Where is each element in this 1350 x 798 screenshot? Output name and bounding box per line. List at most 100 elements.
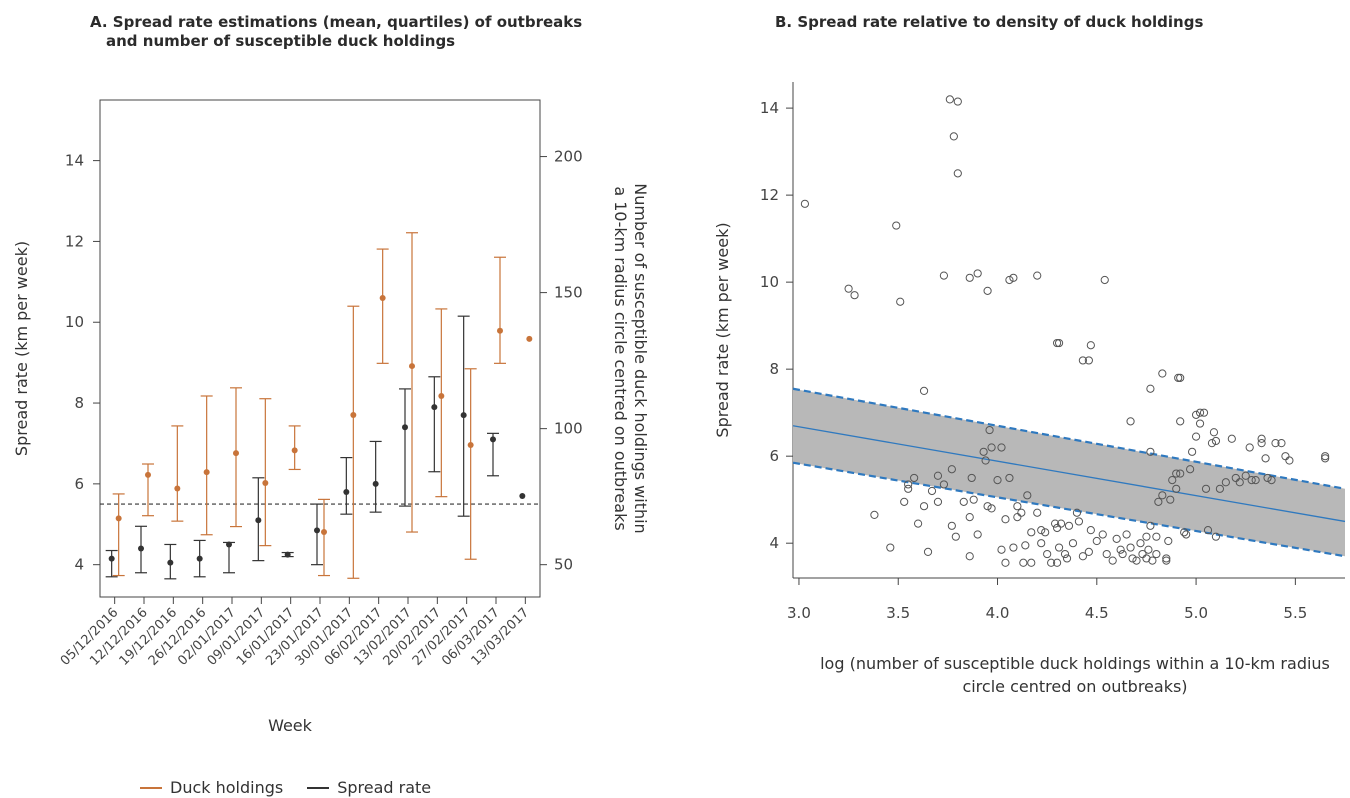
scatter-point — [886, 543, 895, 552]
scatter-point — [985, 425, 994, 435]
scatter-point — [1013, 502, 1022, 511]
scatter-point — [953, 97, 962, 106]
scatter-point — [1158, 491, 1167, 500]
scatter-point — [1074, 517, 1084, 526]
duck-holdings-point — [438, 392, 445, 399]
scatter-point — [1126, 543, 1135, 552]
spread-rate-point — [108, 555, 115, 562]
scatter-point — [981, 456, 990, 465]
spread-rate-point — [519, 492, 526, 499]
x-tick-label-b: 3.5 — [886, 604, 910, 622]
scatter-point — [1188, 447, 1197, 456]
legend-swatch-spread-rate — [307, 786, 330, 789]
scatter-point — [965, 273, 974, 282]
legend-label-spread-rate: Spread rate — [337, 778, 432, 797]
scatter-point — [1257, 434, 1266, 443]
scatter-point — [904, 480, 913, 489]
y2-tick-label-a: 200 — [554, 148, 583, 166]
scatter-point — [1203, 526, 1213, 535]
scatter-point — [1271, 439, 1280, 448]
scatter-point — [1033, 271, 1042, 280]
y2-axis-label-a-line1: Number of susceptible duck holdings with… — [631, 183, 650, 533]
y-tick-label-b: 12 — [760, 186, 779, 204]
scatter-point — [1019, 558, 1028, 567]
y-tick-label-b: 4 — [769, 534, 779, 552]
scatter-point — [967, 473, 976, 483]
x-axis-label-b-line2: circle centred on outbreaks) — [962, 677, 1187, 696]
scatter-point — [1098, 530, 1107, 539]
spread-rate-point — [255, 517, 262, 524]
scatter-point — [969, 495, 978, 504]
scatter-point — [1086, 526, 1095, 535]
scatter-point — [1277, 439, 1286, 448]
duck-holdings-point — [409, 363, 415, 370]
scatter-point — [1100, 275, 1109, 285]
spread-rate-point — [431, 404, 438, 411]
scatter-point — [1158, 369, 1167, 378]
duck-holdings-point — [497, 327, 503, 334]
scatter-point — [1186, 465, 1195, 474]
scatter-point — [1267, 476, 1276, 485]
spread-rate-point — [372, 480, 379, 487]
scatter-point — [1041, 528, 1050, 537]
scatter-point — [997, 545, 1006, 554]
scatter-point — [953, 169, 962, 178]
scatter-point — [1084, 547, 1093, 556]
scatter-point — [1201, 484, 1211, 493]
duck-holdings-point — [233, 450, 239, 457]
scatter-point — [993, 476, 1002, 485]
scatter-point — [1251, 476, 1260, 485]
scatter-point — [904, 484, 913, 493]
scatter-point — [1047, 558, 1056, 567]
panel-a-title-line2: and number of susceptible duck holdings — [106, 32, 456, 50]
y-tick-label-b: 8 — [769, 360, 779, 378]
scatter-point — [1112, 534, 1121, 543]
scatter-point — [1321, 454, 1330, 463]
scatter-point — [1221, 478, 1230, 487]
scatter-point — [1132, 556, 1141, 565]
scatter-point — [1060, 549, 1070, 559]
regression-line — [792, 425, 1346, 523]
y-axis-label-b: Spread rate (km per week) — [713, 222, 732, 437]
scatter-point — [1062, 554, 1072, 563]
scatter-point — [1052, 523, 1062, 533]
scatter-point — [1207, 439, 1217, 448]
scatter-point — [965, 512, 974, 522]
scatter-point — [1021, 541, 1030, 550]
panel-b-title: B. Spread rate relative to density of du… — [775, 13, 1204, 31]
x-axis-label-a: Week — [268, 716, 313, 735]
scatter-point — [1037, 539, 1046, 548]
scatter-point — [1142, 532, 1151, 541]
x-tick-label-b: 4.5 — [1085, 604, 1109, 622]
scatter-point — [1144, 545, 1153, 554]
scatter-point — [927, 486, 937, 496]
scatter-point — [1092, 536, 1101, 546]
scatter-point — [919, 502, 929, 511]
scatter-point — [1054, 338, 1064, 348]
scatter-point — [1162, 554, 1171, 563]
scatter-point — [1033, 508, 1042, 517]
y-tick-label-a: 14 — [65, 152, 84, 170]
scatter-point — [850, 291, 859, 300]
scatter-point — [1118, 549, 1127, 559]
scatter-point — [1148, 556, 1157, 565]
scatter-point — [1199, 408, 1209, 417]
scatter-point — [1174, 373, 1183, 382]
y2-tick-label-a: 50 — [554, 556, 573, 574]
scatter-point — [1146, 384, 1155, 393]
spread-rate-point — [343, 488, 350, 495]
scatter-point — [1195, 419, 1205, 428]
scatter-point — [945, 95, 954, 104]
scatter-point — [1211, 436, 1221, 446]
plot-frame-a — [99, 99, 541, 598]
scatter-point — [1052, 558, 1062, 567]
scatter-point — [949, 132, 958, 141]
y2-tick-label-a: 100 — [554, 420, 583, 438]
scatter-point — [800, 199, 810, 208]
duck-holdings-point — [291, 447, 298, 454]
scatter-point — [1142, 554, 1151, 563]
scatter-point — [900, 497, 909, 506]
scatter-point — [1261, 454, 1270, 463]
scatter-point — [973, 530, 982, 539]
spread-rate-point — [226, 541, 232, 548]
